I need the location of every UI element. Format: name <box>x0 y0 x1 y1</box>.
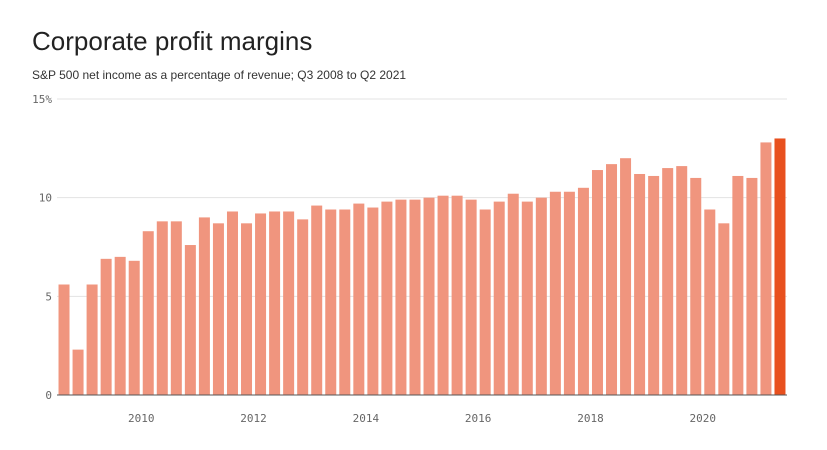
bar <box>423 197 435 395</box>
bar <box>198 217 210 395</box>
bar <box>100 258 112 395</box>
bar <box>648 175 660 395</box>
x-tick-label: 2010 <box>128 412 155 425</box>
bar <box>212 223 224 395</box>
bar <box>732 175 744 395</box>
bar <box>128 260 140 395</box>
x-tick-label: 2014 <box>353 412 380 425</box>
bar <box>634 173 646 395</box>
bar <box>72 349 84 395</box>
chart-subtitle: S&P 500 net income as a percentage of re… <box>32 68 406 82</box>
y-tick-label: 10 <box>39 192 52 205</box>
bar <box>437 195 449 395</box>
bar <box>184 245 196 395</box>
bar <box>451 195 463 395</box>
x-tick-label: 2020 <box>690 412 717 425</box>
bar <box>760 142 772 395</box>
bar <box>353 203 365 395</box>
bar <box>676 166 688 395</box>
bar <box>479 209 491 395</box>
bar <box>255 213 267 395</box>
bar <box>297 219 309 395</box>
bar <box>746 177 758 395</box>
bar <box>367 207 379 395</box>
bar <box>690 177 702 395</box>
bar <box>156 221 168 395</box>
bar <box>662 168 674 395</box>
bar <box>606 164 618 395</box>
bar <box>507 193 519 395</box>
bar <box>114 256 126 395</box>
bar <box>549 191 561 395</box>
bar <box>269 211 281 395</box>
bar <box>774 138 786 395</box>
x-tick-label: 2012 <box>240 412 267 425</box>
bar <box>591 170 603 395</box>
bar <box>493 201 505 395</box>
bar <box>535 197 547 395</box>
bar <box>563 191 575 395</box>
bar <box>381 201 393 395</box>
x-tick-label: 2018 <box>577 412 604 425</box>
bar <box>226 211 238 395</box>
bar <box>142 231 154 395</box>
chart-title: Corporate profit margins <box>32 26 312 56</box>
bar <box>409 199 421 395</box>
bar <box>58 284 70 395</box>
bar <box>311 205 323 395</box>
bar <box>170 221 182 395</box>
bar <box>283 211 295 395</box>
bar <box>241 223 253 395</box>
bar <box>718 223 730 395</box>
y-tick-label: 15% <box>32 93 52 106</box>
bar <box>395 199 407 395</box>
y-tick-label: 5 <box>45 290 52 303</box>
bar <box>521 201 533 395</box>
bar <box>325 209 337 395</box>
x-tick-label: 2016 <box>465 412 492 425</box>
bar <box>339 209 351 395</box>
bar <box>620 158 632 395</box>
y-tick-label: 0 <box>45 389 52 402</box>
bar <box>465 199 477 395</box>
bar <box>86 284 98 395</box>
bar <box>577 187 589 395</box>
bar <box>704 209 716 395</box>
